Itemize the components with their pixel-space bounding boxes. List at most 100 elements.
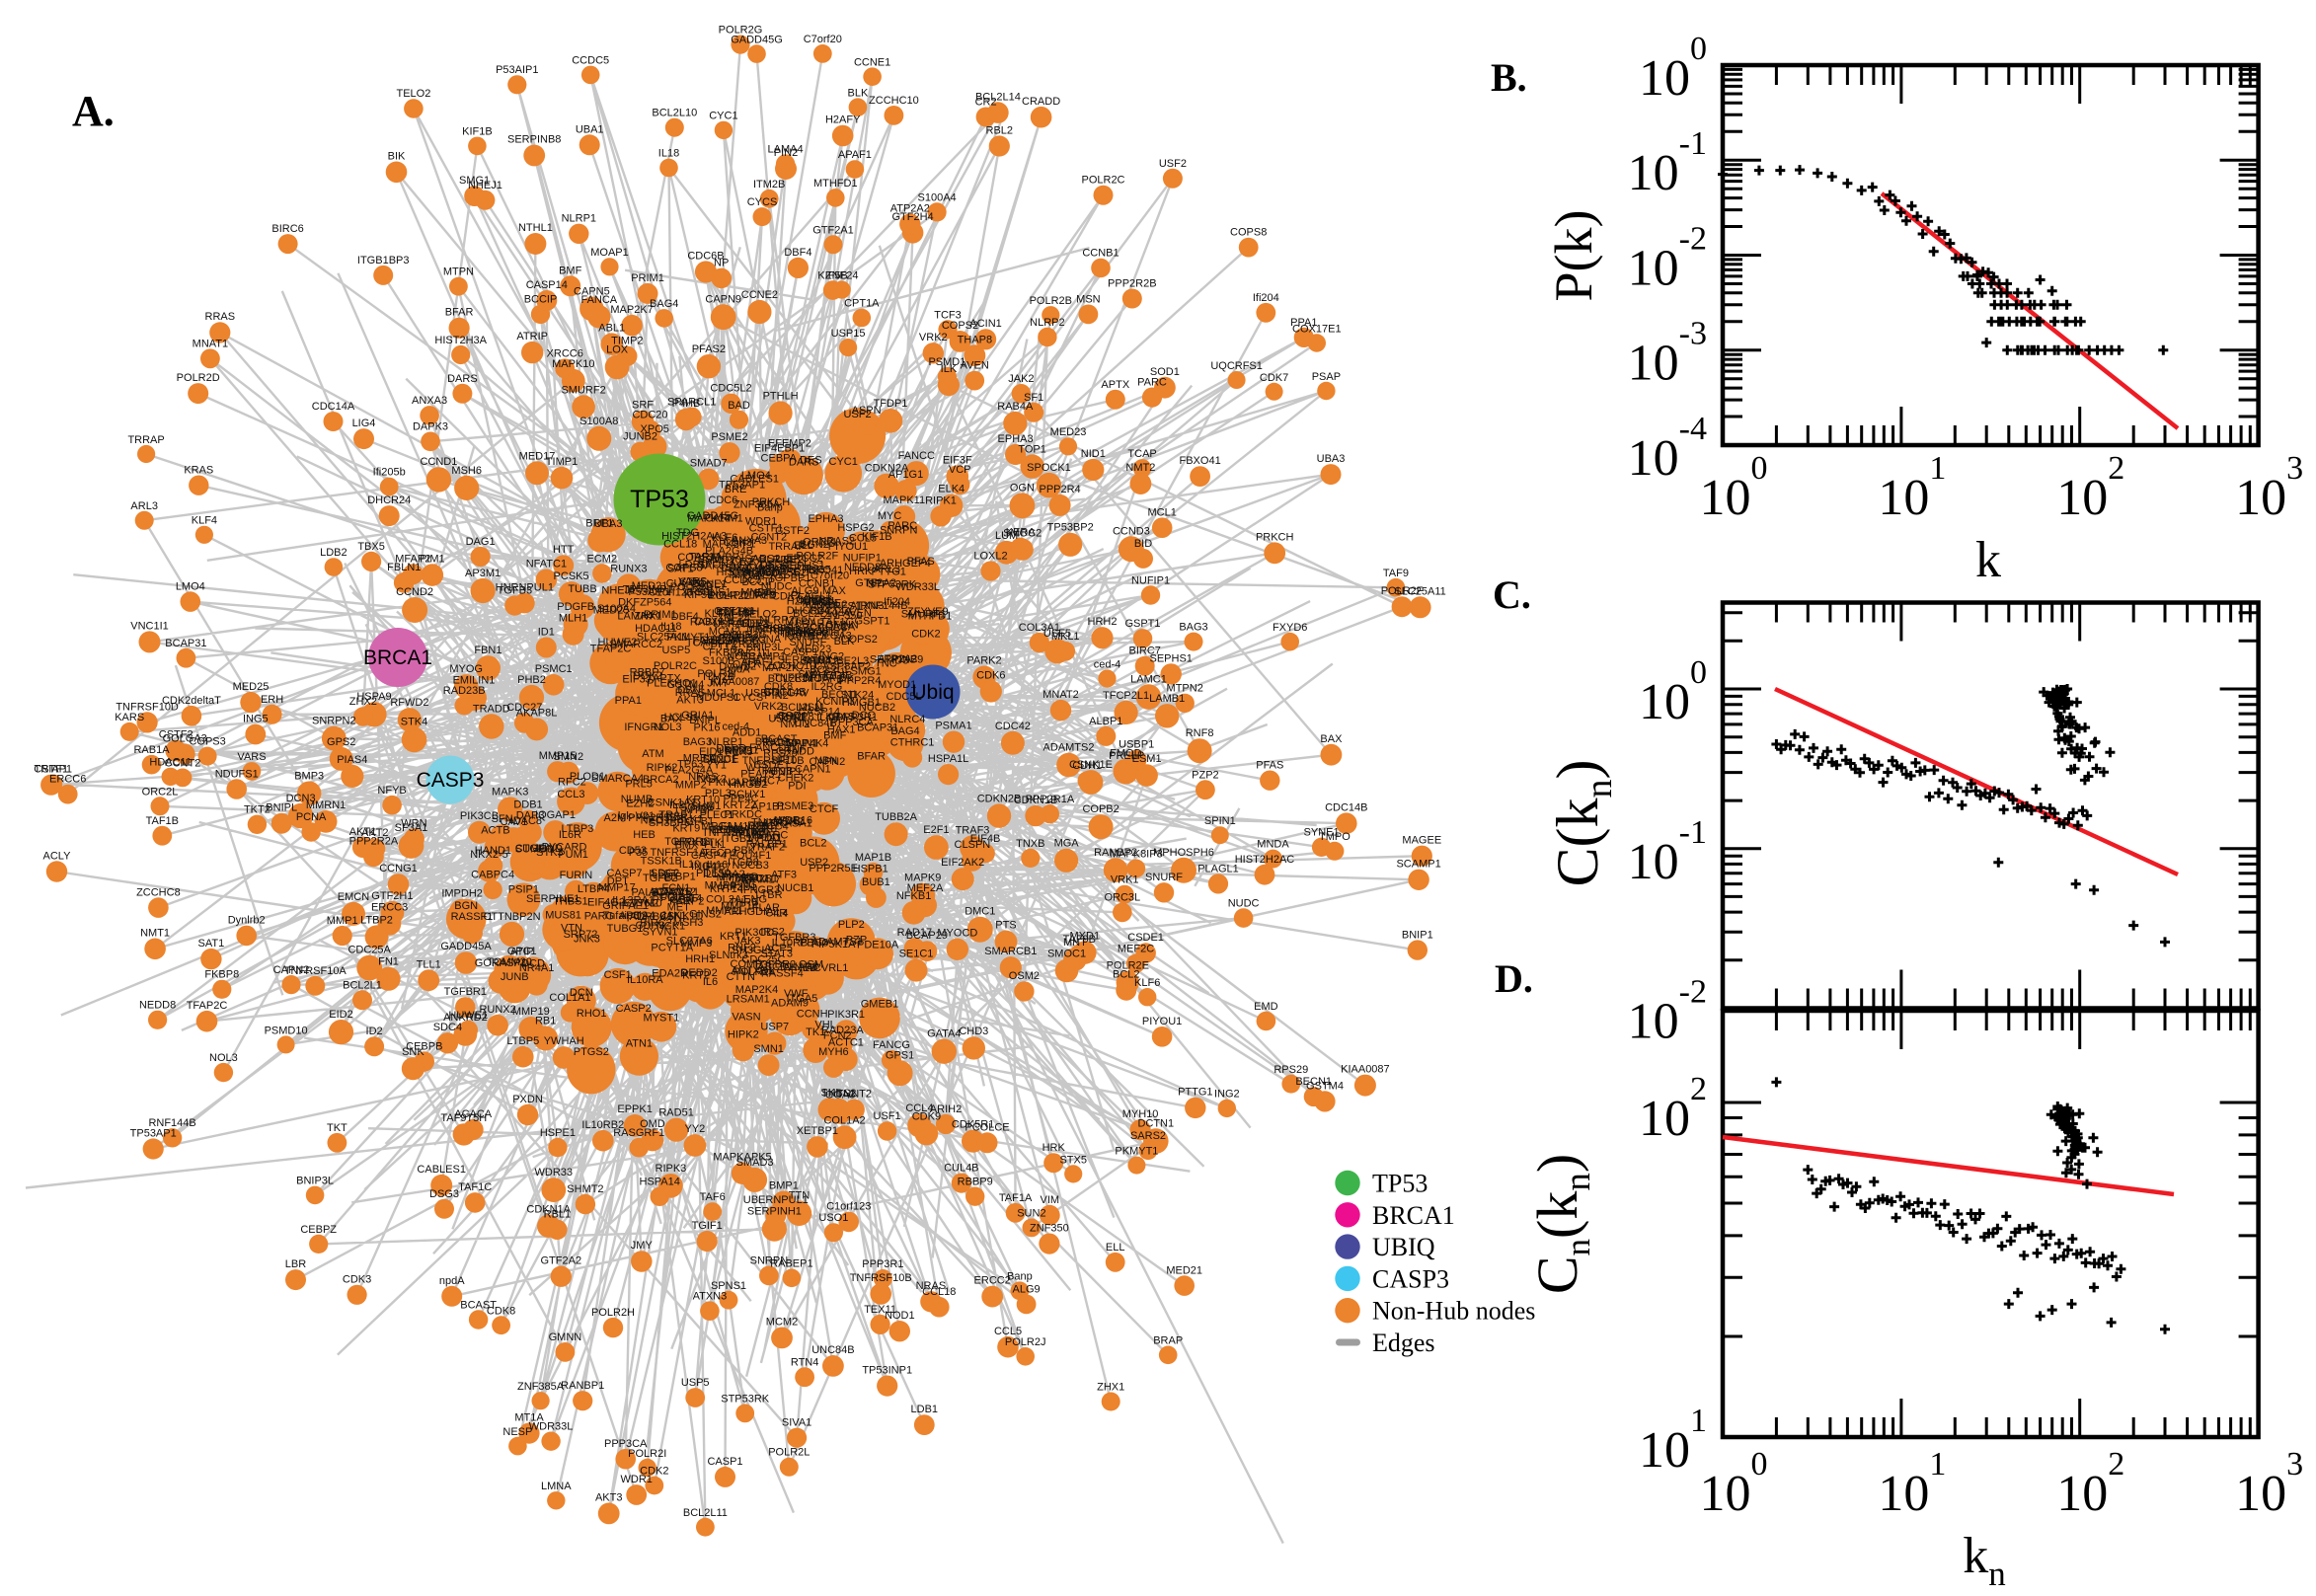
svg-text:Banp: Banp — [757, 502, 783, 514]
svg-text:PZP2: PZP2 — [1192, 769, 1219, 781]
svg-text:UNC84B: UNC84B — [811, 1344, 854, 1356]
svg-text:PZP: PZP — [846, 935, 867, 947]
svg-text:ATP2A2: ATP2A2 — [878, 653, 917, 665]
svg-text:CHD3: CHD3 — [959, 1026, 988, 1037]
svg-text:CUL4B: CUL4B — [944, 1163, 978, 1175]
svg-text:SMG1: SMG1 — [851, 666, 882, 678]
svg-text:GTF2H4: GTF2H4 — [700, 635, 741, 646]
svg-text:ALG9: ALG9 — [1013, 1284, 1041, 1296]
svg-text:TAF1A: TAF1A — [689, 551, 723, 563]
svg-text:PRKCH: PRKCH — [752, 496, 791, 508]
svg-text:LTBP4: LTBP4 — [578, 883, 610, 895]
svg-text:VNC1I1: VNC1I1 — [130, 620, 169, 632]
svg-text:CEBPZ: CEBPZ — [796, 594, 832, 606]
svg-text:HSPG2: HSPG2 — [837, 522, 874, 534]
svg-text:CABLES1: CABLES1 — [730, 474, 779, 486]
svg-text:RIPK2: RIPK2 — [647, 762, 678, 774]
svg-text:TMPO: TMPO — [1319, 831, 1351, 843]
svg-text:TCAP: TCAP — [686, 638, 715, 649]
svg-text:SERPINB8: SERPINB8 — [507, 134, 561, 146]
svg-text:RBBP9: RBBP9 — [958, 1177, 993, 1188]
svg-text:MFAP2: MFAP2 — [395, 553, 430, 565]
svg-text:UNC84B: UNC84B — [794, 718, 836, 729]
svg-text:MYOG: MYOG — [449, 663, 483, 675]
svg-text:EPHA3: EPHA3 — [998, 433, 1034, 445]
svg-text:SOD1: SOD1 — [1150, 366, 1180, 378]
svg-text:MCM2: MCM2 — [709, 626, 740, 638]
svg-text:HDAC8: HDAC8 — [505, 815, 542, 827]
svg-text:ANXA3: ANXA3 — [412, 395, 447, 407]
svg-text:UBE2L3: UBE2L3 — [828, 655, 869, 667]
svg-text:GRIA1: GRIA1 — [681, 710, 714, 722]
svg-text:ZHX1: ZHX1 — [634, 611, 661, 623]
svg-text:RIPK1: RIPK1 — [925, 494, 957, 506]
svg-text:ILK: ILK — [941, 363, 958, 375]
svg-text:POLR2G: POLR2G — [723, 630, 767, 642]
svg-text:MSH3: MSH3 — [673, 917, 704, 929]
svg-text:BMF: BMF — [823, 730, 847, 742]
svg-text:MNAT2: MNAT2 — [1042, 689, 1078, 701]
svg-text:Dynlrb2: Dynlrb2 — [719, 660, 756, 672]
svg-text:POLR2C: POLR2C — [654, 660, 697, 672]
svg-text:BRCA1: BRCA1 — [1372, 1201, 1455, 1230]
svg-text:S100A4: S100A4 — [597, 603, 636, 615]
svg-text:C1orf123: C1orf123 — [649, 587, 693, 599]
svg-text:NOL3: NOL3 — [209, 1052, 238, 1064]
svg-text:HRK: HRK — [849, 566, 873, 577]
svg-text:MED23: MED23 — [796, 644, 832, 655]
svg-text:FURIN: FURIN — [560, 870, 593, 881]
svg-text:FKBP8: FKBP8 — [709, 647, 743, 659]
svg-text:RBL2: RBL2 — [986, 124, 1014, 136]
svg-text:MYC: MYC — [878, 510, 902, 522]
svg-text:DDB1: DDB1 — [513, 799, 542, 811]
svg-text:MOAP1: MOAP1 — [590, 247, 629, 259]
svg-text:BCAST: BCAST — [460, 1299, 497, 1311]
svg-text:GATA4: GATA4 — [927, 1028, 961, 1040]
svg-text:Banp: Banp — [1007, 1270, 1033, 1282]
svg-text:SNRPN: SNRPN — [880, 525, 918, 537]
svg-text:VRK1: VRK1 — [1111, 874, 1139, 886]
svg-text:HRK: HRK — [1042, 1142, 1066, 1154]
svg-text:TP53: TP53 — [630, 486, 689, 513]
svg-text:CYC1: CYC1 — [829, 456, 858, 468]
svg-text:BAX: BAX — [1320, 733, 1343, 745]
svg-text:SPOCK1: SPOCK1 — [1027, 462, 1071, 474]
svg-text:MAGEE: MAGEE — [803, 597, 842, 609]
svg-text:HUWE2: HUWE2 — [598, 637, 638, 648]
svg-text:CDK2: CDK2 — [911, 629, 940, 641]
svg-text:PTGS2: PTGS2 — [574, 1046, 609, 1058]
svg-text:RANBP1: RANBP1 — [561, 1380, 604, 1392]
svg-text:PFAS: PFAS — [907, 556, 935, 568]
svg-text:PKN2: PKN2 — [708, 777, 736, 789]
svg-text:NUCB3: NUCB3 — [733, 860, 769, 872]
svg-text:BCAST: BCAST — [761, 733, 798, 745]
svg-text:TNNT2: TNNT2 — [837, 1089, 872, 1101]
svg-text:MMP14: MMP14 — [721, 900, 758, 912]
svg-text:PPP3CA: PPP3CA — [830, 717, 874, 728]
svg-text:SCAMP1: SCAMP1 — [741, 650, 786, 662]
svg-text:TRRAP: TRRAP — [768, 541, 805, 553]
svg-text:ADAMTS2: ADAMTS2 — [1043, 742, 1095, 754]
svg-text:P53AIP1: P53AIP1 — [628, 586, 670, 598]
svg-text:BGN2: BGN2 — [800, 539, 829, 551]
svg-text:COX17E1: COX17E1 — [695, 616, 744, 628]
svg-text:POLR2D: POLR2D — [177, 372, 220, 384]
svg-text:TOPORS: TOPORS — [664, 836, 710, 848]
svg-text:VASN: VASN — [732, 1011, 760, 1023]
svg-text:KIF1B: KIF1B — [462, 126, 493, 138]
svg-text:PK16: PK16 — [694, 722, 721, 734]
svg-text:CSTF2: CSTF2 — [775, 525, 810, 537]
svg-text:BCCIP: BCCIP — [524, 294, 558, 306]
svg-text:SMARCB1: SMARCB1 — [984, 946, 1037, 957]
svg-text:WRN: WRN — [401, 817, 426, 829]
svg-text:ING2: ING2 — [818, 650, 844, 662]
svg-text:TP53INP1: TP53INP1 — [623, 584, 673, 596]
svg-text:DHCR24: DHCR24 — [787, 605, 830, 617]
svg-text:NFATC1: NFATC1 — [526, 559, 567, 570]
svg-text:KIF5B: KIF5B — [817, 269, 848, 281]
svg-text:MYH6: MYH6 — [818, 1046, 849, 1058]
svg-text:ALBP1: ALBP1 — [1089, 716, 1122, 727]
svg-text:FAM173A: FAM173A — [693, 636, 741, 647]
svg-text:CDKN2B: CDKN2B — [977, 793, 1022, 804]
svg-text:MAX: MAX — [822, 585, 847, 597]
